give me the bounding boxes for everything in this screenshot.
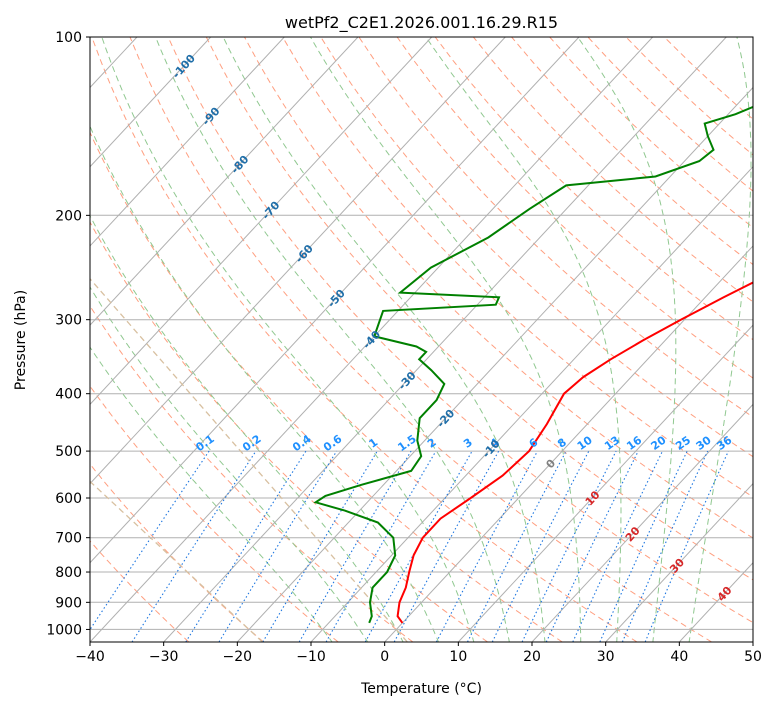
mixing-ratio-line — [491, 450, 590, 642]
y-tick-label: 900 — [55, 595, 82, 611]
x-axis-ticks: −40 −30 −20 −10 0 10 20 30 40 50 — [75, 642, 762, 665]
dry-adiabat-line — [90, 540, 190, 642]
moist-adiabat-line — [688, 37, 752, 642]
isotherm-line — [90, 37, 580, 564]
isotherm-line — [90, 37, 285, 247]
y-tick-label: 700 — [55, 531, 82, 547]
y-axis-label: Pressure (hPa) — [13, 290, 29, 390]
dry-adiabat-line — [282, 37, 753, 498]
plot-frame — [89, 36, 754, 643]
chart-title: wetPf2_C2E1.2026.001.16.29.R15 — [285, 13, 558, 33]
y-tick-label: 200 — [55, 208, 82, 224]
mixing-ratio-line — [185, 450, 307, 642]
mixing-ratio-line — [435, 450, 538, 642]
x-tick-label: 10 — [449, 649, 467, 665]
moist-adiabat-line — [101, 37, 475, 642]
mixing-ratio-line — [621, 450, 709, 642]
y-tick-label: 300 — [55, 313, 82, 329]
moist-adiabat-line — [577, 37, 677, 642]
x-tick-label: −30 — [149, 649, 179, 665]
isotherm-line — [457, 324, 753, 642]
moist-adiabat-line — [90, 125, 440, 642]
isotherm-line — [163, 37, 727, 642]
x-tick-label: 40 — [670, 649, 688, 665]
isotherm-line — [384, 245, 753, 642]
moist-adiabat-line — [90, 346, 333, 642]
y-axis-ticks: 100 200 300 400 500 600 700 800 900 1000 — [46, 30, 90, 638]
isotherm-line — [90, 37, 654, 642]
dry-adiabat-line — [434, 37, 753, 341]
x-tick-label: 20 — [523, 649, 541, 665]
y-tick-label: 600 — [55, 491, 82, 507]
mixing-ratio-line — [644, 450, 729, 642]
isotherm-line — [605, 482, 753, 642]
dry-adiabat-line — [167, 37, 753, 624]
x-tick-label: 0 — [380, 649, 389, 665]
y-tick-label: 800 — [55, 565, 82, 581]
moist-adiabat-line — [425, 37, 622, 642]
moist-adiabat-line — [222, 37, 546, 642]
y-tick-label: 400 — [55, 387, 82, 403]
x-tick-label: 50 — [744, 649, 762, 665]
x-tick-label: 30 — [597, 649, 615, 665]
dry-adiabat-line — [205, 37, 753, 581]
dry-adiabat-line — [244, 37, 753, 539]
profile-lines — [313, 105, 753, 624]
dry-adiabat-line — [91, 37, 638, 642]
x-axis-label: Temperature (°C) — [360, 681, 482, 697]
temperature-profile-line — [396, 281, 753, 624]
mixing-ratio-line — [521, 450, 617, 642]
mixing-ratio-line — [131, 450, 257, 642]
background-lines — [90, 37, 753, 642]
x-tick-label: −10 — [296, 649, 326, 665]
mixing-ratio-line — [90, 450, 210, 631]
dry-adiabat-line — [90, 221, 488, 642]
moist-adiabat-line — [90, 286, 369, 642]
moist-adiabat-line — [155, 37, 510, 642]
x-tick-label: −40 — [75, 649, 105, 665]
moist-adiabat-line — [90, 214, 404, 642]
y-tick-label: 100 — [55, 30, 82, 46]
isotherm-line — [90, 37, 433, 406]
isotherm-line — [90, 37, 359, 326]
isotherm-line — [236, 86, 753, 642]
isotherm-line — [90, 37, 506, 485]
y-tick-label: 1000 — [46, 622, 82, 638]
dewpoint-profile-line — [313, 105, 753, 624]
isotherm-line — [531, 403, 753, 642]
mixing-ratio-line — [364, 450, 473, 642]
isotherm-line — [90, 37, 212, 168]
ice-curve-line — [90, 480, 263, 642]
x-tick-label: −20 — [223, 649, 253, 665]
isotherm-line — [310, 166, 753, 642]
mixing-ratio-line — [218, 450, 338, 642]
dry-adiabat-line — [90, 463, 264, 642]
dry-adiabat-line — [473, 37, 753, 303]
dry-adiabat-line — [396, 37, 753, 379]
y-tick-label: 500 — [55, 444, 82, 460]
dry-adiabat-line — [90, 131, 563, 642]
